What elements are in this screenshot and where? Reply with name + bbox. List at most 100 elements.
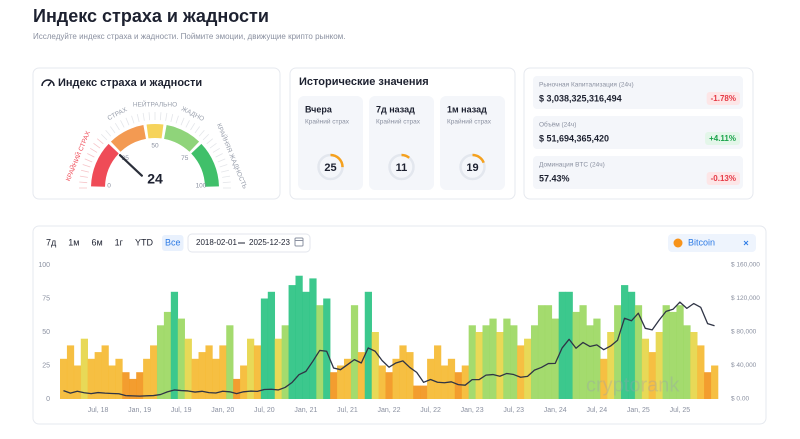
x-tick-label: Jan, 21 xyxy=(294,407,317,414)
range-button[interactable] xyxy=(111,235,126,251)
fear-greed-bar xyxy=(600,358,608,399)
stat-change: -0.13% xyxy=(711,174,736,183)
fear-greed-bar xyxy=(205,345,213,399)
bitcoin-icon xyxy=(673,238,683,248)
history-arc xyxy=(459,153,486,181)
fear-greed-bar xyxy=(295,275,303,399)
history-item xyxy=(369,96,434,190)
fear-greed-bar xyxy=(690,332,698,399)
fear-greed-bar xyxy=(468,325,476,399)
stat-change: -1.78% xyxy=(711,94,736,103)
gauge-segment xyxy=(191,143,219,187)
range-button[interactable] xyxy=(161,235,184,251)
fear-greed-bar xyxy=(226,325,234,399)
fear-greed-bar xyxy=(378,365,386,399)
x-tick-label: Jan, 20 xyxy=(211,407,234,414)
gauge-hatch xyxy=(96,138,104,145)
fear-greed-bar xyxy=(565,291,573,399)
history-value: 19 xyxy=(466,162,478,174)
fear-greed-bar xyxy=(150,345,158,399)
gauge-hatch xyxy=(202,133,210,141)
fear-greed-bar xyxy=(648,352,656,399)
gauge-hatch xyxy=(206,138,214,145)
fear-greed-bar xyxy=(357,352,366,399)
fear-greed-bar xyxy=(281,325,289,399)
y2-tick-label: $ 160,000 xyxy=(731,262,760,269)
fear-greed-bar xyxy=(475,332,483,399)
stat-change: +4.11% xyxy=(709,134,736,143)
fear-greed-bar xyxy=(288,285,296,399)
fear-greed-bar xyxy=(80,338,89,399)
gauge-hatch xyxy=(175,115,179,124)
y-tick-label: 75 xyxy=(42,295,50,302)
gauge-hatch xyxy=(114,122,120,131)
gauge-hatch xyxy=(190,122,196,131)
fear-greed-bar xyxy=(697,345,705,399)
range-button[interactable] xyxy=(131,235,156,251)
history-value: 25 xyxy=(324,162,336,174)
fear-greed-bar xyxy=(704,372,712,399)
fear-greed-bar xyxy=(274,338,282,399)
gauge-hatch xyxy=(217,158,226,163)
fear-greed-bar xyxy=(253,345,262,399)
stat-label: Доминация BTC (24ч) xyxy=(539,162,605,169)
fear-greed-bar xyxy=(676,305,684,399)
range-label: 1г xyxy=(115,237,124,247)
fear-greed-bar xyxy=(170,291,179,399)
fear-greed-bar xyxy=(524,338,532,399)
date-from: 2018-02-01 xyxy=(196,238,237,247)
fear-greed-bar xyxy=(530,325,539,399)
date-range[interactable] xyxy=(187,233,311,253)
fear-greed-bar xyxy=(136,372,144,399)
x-tick-label: Jul, 23 xyxy=(503,407,524,414)
fear-greed-bar xyxy=(551,318,559,399)
stat-row xyxy=(533,156,743,189)
y-tick-label: 25 xyxy=(42,362,50,369)
fear-greed-bar xyxy=(517,345,525,399)
gauge-hatch xyxy=(165,112,168,121)
gauge-hatch xyxy=(93,143,101,149)
fear-greed-bar xyxy=(371,332,379,399)
stat-change-badge xyxy=(705,132,740,145)
history-title: Исторические значения xyxy=(299,76,429,88)
chip-close[interactable] xyxy=(743,240,749,246)
fear-greed-bar xyxy=(607,332,615,399)
fear-greed-bar xyxy=(163,311,172,399)
x-tick-label: Jan, 23 xyxy=(461,407,484,414)
fear-greed-bar xyxy=(544,305,553,399)
stat-value: 57.43% xyxy=(539,173,570,183)
gauge-hatch xyxy=(110,126,116,134)
gauge-hatch xyxy=(125,117,130,126)
gauge-segment xyxy=(146,124,164,139)
y2-tick-label: $ 0.00 xyxy=(731,396,749,403)
range-button[interactable] xyxy=(65,235,83,251)
gauge-hatch xyxy=(212,147,221,153)
gauge-hatch xyxy=(209,143,217,149)
gauge-hatch xyxy=(136,114,140,122)
gauge-hatch xyxy=(131,115,135,124)
gauge-hatch xyxy=(194,126,200,134)
gauge-hatch xyxy=(142,112,145,121)
fear-greed-bar xyxy=(669,311,677,399)
fear-greed-bar xyxy=(143,358,151,399)
range-button[interactable] xyxy=(88,235,106,251)
fear-greed-bar xyxy=(156,325,165,399)
x-tick-label: Jan, 19 xyxy=(128,407,151,414)
fear-greed-bar xyxy=(191,358,199,399)
gauge-hatch xyxy=(79,175,88,178)
bitcoin-chip[interactable] xyxy=(668,234,756,252)
range-button[interactable] xyxy=(43,235,60,251)
history-label: Крайний страх xyxy=(305,118,350,126)
range-label: Все xyxy=(165,237,181,247)
gauge-hatch xyxy=(170,114,174,122)
date-to: 2025-12-23 xyxy=(249,238,290,247)
gauge-segment-label: НЕЙТРАЛЬНО xyxy=(133,100,177,109)
gauge-hatch xyxy=(82,164,91,168)
stat-value: $ 3,038,325,316,494 xyxy=(539,93,622,103)
fear-greed-bar xyxy=(337,365,345,399)
range-label: YTD xyxy=(135,237,154,247)
gauge-hatch xyxy=(219,164,228,168)
stat-label: Объём (24ч) xyxy=(539,121,576,129)
y-tick-label: 100 xyxy=(38,262,50,269)
fear-greed-bar xyxy=(399,345,407,399)
